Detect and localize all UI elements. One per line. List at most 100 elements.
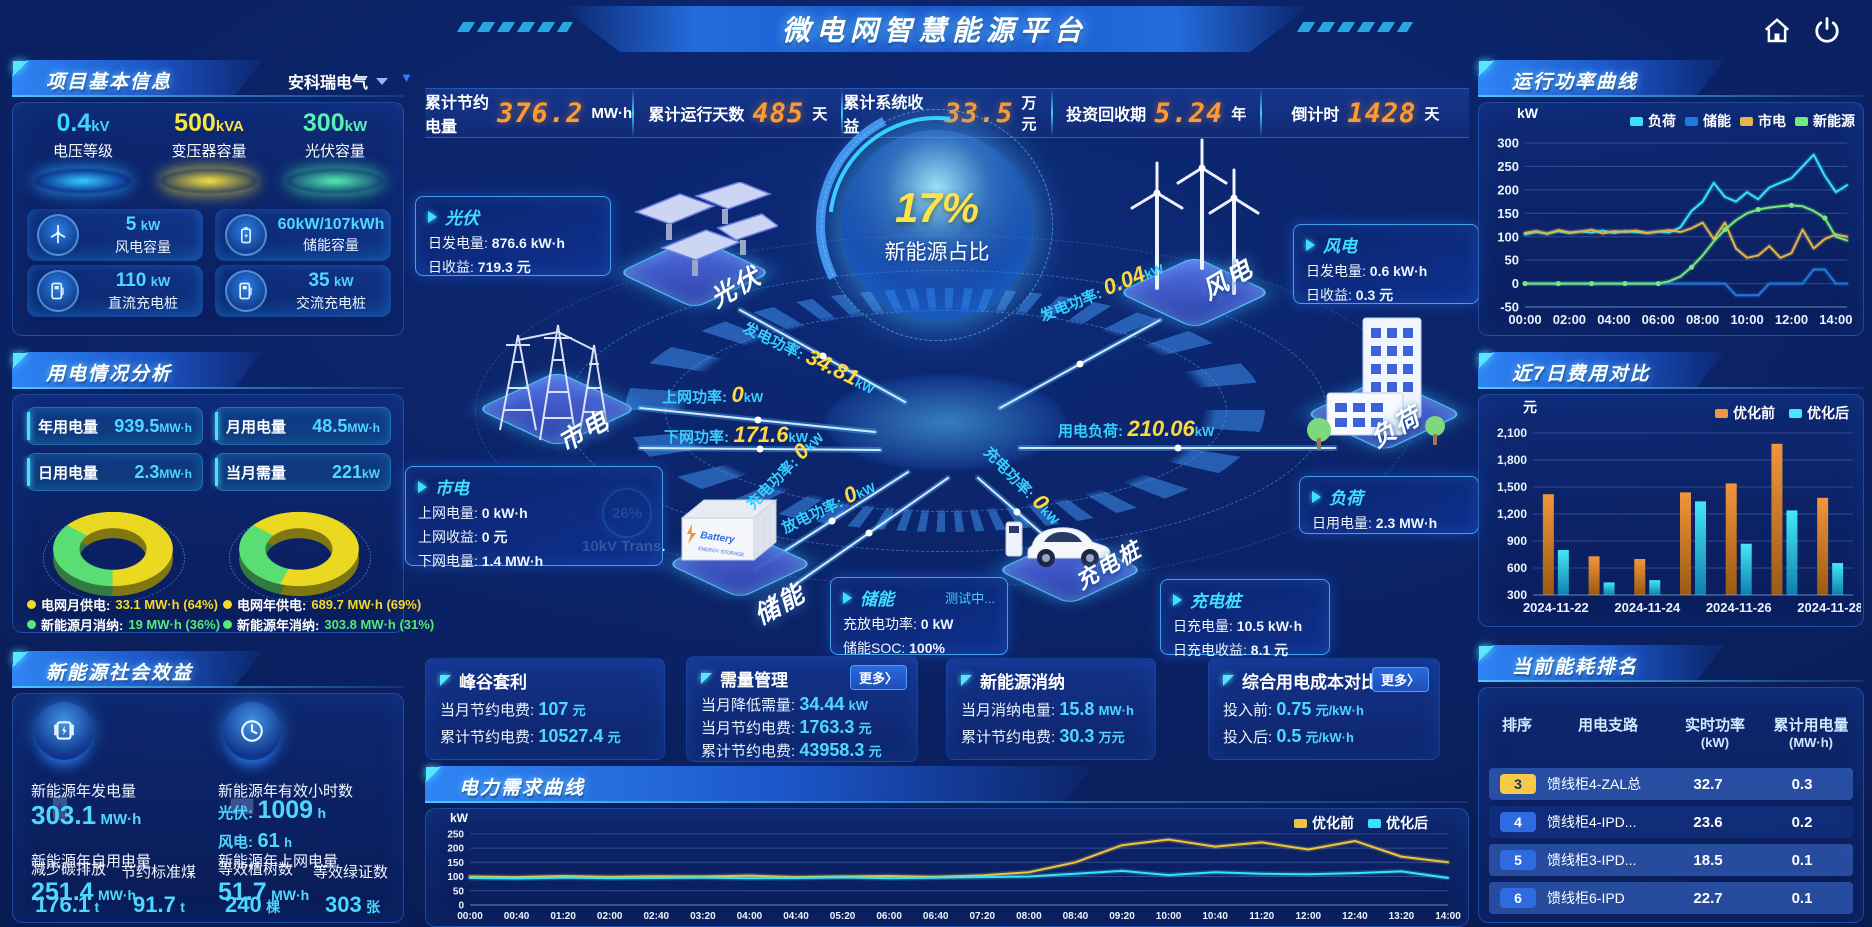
svg-text:1,200: 1,200 [1497,507,1527,521]
panel-title: 新能源社会效益 [46,663,194,684]
usage-analysis-panel: 用电情况分析 年用电量 939.5MW·h 月用电量 48.5MW·h 日用电量… [12,352,434,634]
table-row[interactable]: 6 馈线柜6-IPD 22.7 0.1 [1489,882,1853,914]
chevron-down-icon [376,77,388,85]
dc-charger-icon [37,270,79,312]
legend-swatch [1740,116,1753,126]
chevron-right-icon [1173,593,1182,606]
divider [1259,89,1262,137]
svg-text:04:00: 04:00 [737,911,763,922]
gen-label: 新能源年发电量 [31,783,137,800]
panel-body: kW 优化前 优化后 250 200 150 100 50 0 00:00 00:40 01:2… [425,808,1469,927]
svg-text:250: 250 [447,829,464,840]
year-supply-donut [229,503,371,603]
panel-title: 运行功率曲线 [1512,72,1639,93]
gen-value: 303.1 MW·h [31,800,142,830]
svg-text:02:40: 02:40 [643,911,669,922]
load-flow-label: 用电负荷: 210.06kW [1058,416,1215,441]
legend-swatch [1630,116,1643,126]
company-name: 安科瑞电气 [287,75,368,92]
svg-text:06:00: 06:00 [1642,312,1675,327]
company-select[interactable]: 安科瑞电气 [288,69,388,93]
svg-text:00:00: 00:00 [1508,312,1541,327]
self-use-label: 新能源年自用电量 [31,853,152,870]
panel-header: 电力需求曲线 [425,766,1469,804]
sphere-arc [821,109,1053,341]
panel-header: 运行功率曲线 [1478,60,1864,98]
corner-icon [1479,353,1494,368]
table-row[interactable]: 4 馈线柜4-IPD... 23.6 0.2 [1489,806,1853,838]
power-demand-chart[interactable]: 250 200 150 100 50 000:00 00:40 01:20 02:00 02:40… [432,825,1462,923]
generation-icon [35,702,93,760]
rank-badge: 5 [1500,850,1536,870]
chevron-right-icon [428,210,437,223]
svg-text:600: 600 [1507,561,1527,575]
table-row[interactable]: 3 馈线柜4-ZAL总 32.7 0.3 [1489,768,1853,800]
power-towers-icon [499,324,609,441]
svg-text:2024-11-28: 2024-11-28 [1797,600,1861,615]
svg-text:00:00: 00:00 [457,911,483,922]
stat-value: 376.2 [497,97,584,129]
svg-text:03:20: 03:20 [690,911,716,922]
co2-label: 减少碳排放 [31,861,107,878]
svg-text:150: 150 [1497,206,1519,221]
load-info-box: 负荷 日用电量: 2.3 MW·h [1299,476,1479,534]
donut-chart [53,511,173,587]
y-axis-unit: kW [1517,105,1538,121]
energy-flow-diagram: 光伏 风电 市电 [400,71,1479,658]
social-benefit-panel: 新能源社会效益 新能源年发电量 303.1 MW·h 新能源年有效小时数 光伏:… [12,651,404,923]
panel-header: 项目基本信息 安科瑞电气 [12,60,404,98]
stat-run-days: 累计运行天数 485 天 [648,97,828,129]
legend-swatch [1715,408,1728,418]
svg-text:02:00: 02:00 [1553,312,1586,327]
svg-text:0: 0 [458,901,464,912]
grid-info-box: 市电 上网电量: 0 kW·h 上网收益: 0 元 下网电量: 1.4 MW·h [405,466,663,569]
year-usage-card: 年用电量 939.5MW·h [27,407,203,445]
svg-text:50: 50 [1505,253,1519,268]
table-row[interactable]: 5 馈线柜3-IPD... 18.5 0.1 [1489,844,1853,876]
legend-swatch [1368,818,1381,828]
svg-text:1,500: 1,500 [1497,480,1527,494]
month-demand-card: 当月需量 221kW [215,453,391,491]
title-deco-right [1296,22,1414,32]
to-grid-value: 51.7 MW·h [218,878,310,906]
svg-text:06:00: 06:00 [876,911,902,922]
hours-label: 新能源年有效小时数 [218,783,354,800]
glow-pedestal [287,169,383,193]
pv-capacity-item: 300kW 光伏容量 [275,109,395,193]
coal-value: 91.7 t [133,892,185,917]
y-axis-unit: kW [450,811,468,825]
chevron-right-icon [843,591,852,604]
y-axis-unit: 元 [1523,399,1537,415]
dc-charger-card: 110 kW 直流充电桩 [27,265,203,317]
corner-icon [1479,646,1494,661]
more-button[interactable]: 更多〉 [849,665,907,690]
home-icon[interactable] [1762,16,1792,46]
chevron-right-icon [1312,490,1321,503]
ranking-table-header: 排序 用电支路 实时功率 (kW) 累计用电量 (MW·h) [1501,717,1849,750]
panel-header: 当前能耗排名 [1478,645,1864,683]
power-demand-panel: 电力需求曲线 kW 优化前 优化后 250 200 150 100 50 0 00:00 00… [425,766,1469,927]
legend-swatch [1685,116,1698,126]
corner-icon [1223,675,1234,686]
power-icon[interactable] [1812,16,1842,46]
svg-text:150: 150 [447,858,464,869]
panel-body: 新能源年发电量 303.1 MW·h 新能源年有效小时数 光伏: 1009 h … [12,693,404,923]
svg-text:10:00: 10:00 [1156,911,1182,922]
center-sphere: 17% 新能源占比 [783,71,1091,379]
chevron-right-icon [418,480,427,493]
legend-newenergy-month: 新能源月消纳: 19 MW·h (36%) [27,615,220,634]
stat-countdown: 倒计时 1428 天 [1291,97,1440,129]
svg-text:300: 300 [1507,588,1527,602]
more-button[interactable]: 更多〉 [1371,667,1429,692]
storage-status: 测试中... [945,591,995,606]
pv-info-box: 光伏 日发电量: 876.6 kW·h 日收益: 719.3 元 [415,196,611,276]
panel-header: 用电情况分析 [12,352,404,390]
panel-title: 用电情况分析 [46,364,173,385]
corner-icon [13,652,28,667]
legend-swatch [1789,408,1802,418]
rank-badge: 6 [1500,888,1536,908]
legend-dot [27,600,36,609]
